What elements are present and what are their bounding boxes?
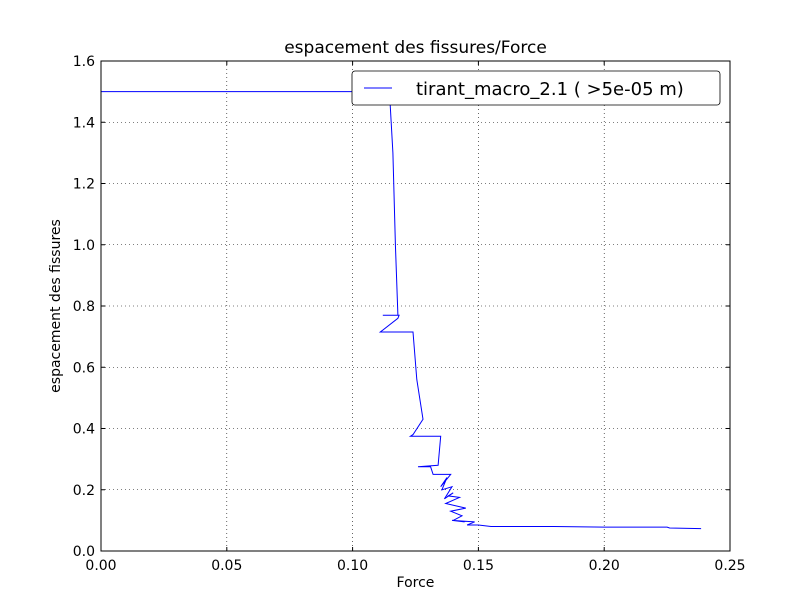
y-axis-title: espacement des fissures — [48, 219, 64, 393]
x-tick-label: 0.25 — [714, 558, 745, 574]
ticks: 0.00 0.05 0.10 0.15 0.20 0.25 0.0 0.2 0.4 0.6 0.8 1… — [73, 54, 746, 574]
legend: tirant_macro_2.1 ( >5e-05 m) — [351, 70, 721, 106]
y-tick-label: 0.2 — [73, 483, 95, 499]
y-tick-label: 1.6 — [73, 54, 95, 70]
y-tick-label: 0.0 — [73, 544, 95, 560]
y-tick-label: 0.4 — [73, 422, 95, 438]
x-tick-label: 0.10 — [337, 558, 368, 574]
y-tick-label: 0.8 — [73, 299, 95, 315]
chart-title: espacement des fissures/Force — [284, 38, 547, 58]
x-tick-label: 0.05 — [211, 558, 242, 574]
series-layer — [101, 91, 702, 530]
x-tick-label: 0.15 — [463, 558, 494, 574]
legend-label: tirant_macro_2.1 ( >5e-05 m) — [416, 79, 684, 100]
x-axis-title: Force — [397, 575, 435, 591]
y-tick-label: 0.6 — [73, 360, 95, 376]
y-tick-label: 1.0 — [73, 238, 95, 254]
plot-area — [101, 61, 730, 551]
legend-box — [351, 70, 721, 106]
y-tick-label: 1.2 — [73, 177, 95, 193]
y-tick-label: 1.4 — [73, 115, 95, 131]
series-line-0 — [101, 91, 702, 530]
x-tick-label: 0.00 — [85, 558, 116, 574]
x-tick-label: 0.20 — [589, 558, 620, 574]
